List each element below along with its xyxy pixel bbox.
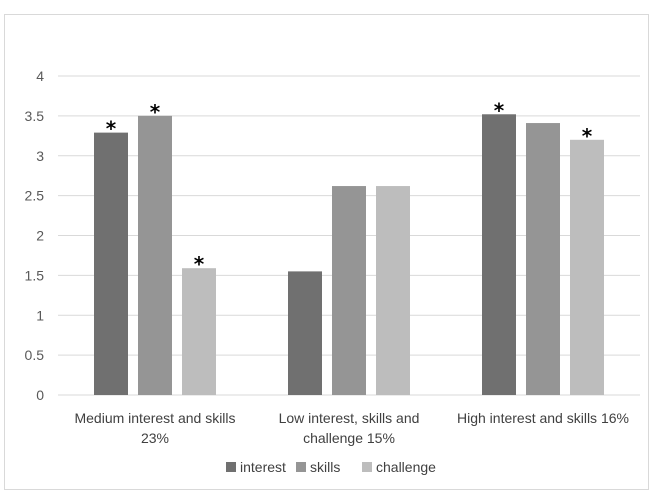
legend-label-skills: skills	[310, 459, 340, 475]
bar-skills	[138, 115, 172, 395]
y-tick-label: 3	[36, 148, 44, 164]
legend-swatch-interest	[226, 462, 236, 472]
y-tick-label: 2	[36, 228, 44, 244]
y-tick-label: 1	[36, 307, 44, 323]
y-tick-label: 2.5	[25, 188, 45, 204]
y-tick-label: 3.5	[25, 108, 45, 124]
x-category-label: Medium interest and skills	[74, 410, 235, 426]
legend-swatch-challenge	[362, 462, 372, 472]
bar-challenge	[570, 139, 604, 395]
significance-star: *	[150, 100, 161, 124]
legend-label-interest: interest	[240, 459, 286, 475]
x-category-label: Low interest, skills and	[279, 410, 420, 426]
x-category-label: 23%	[141, 430, 169, 446]
bar-interest	[288, 271, 322, 395]
significance-star: *	[106, 117, 117, 141]
bar-interest	[94, 132, 128, 395]
significance-markers: * * * * *	[106, 98, 593, 276]
legend-label-challenge: challenge	[376, 459, 436, 475]
y-tick-label: 0.5	[25, 347, 45, 363]
bar-interest	[482, 114, 516, 395]
bar-skills	[526, 123, 560, 396]
y-tick-label: 1.5	[25, 267, 45, 283]
bars	[94, 114, 604, 396]
x-axis-categories: Medium interest and skills 23% Low interes…	[74, 410, 629, 446]
y-tick-label: 0	[36, 387, 44, 403]
bar-challenge	[376, 186, 410, 395]
significance-star: *	[494, 98, 505, 122]
bar-skills	[332, 186, 366, 395]
y-tick-label: 4	[36, 68, 44, 84]
y-axis-ticks: 0 0.5 1 1.5 2 2.5 3 3.5 4	[25, 68, 45, 403]
legend-swatch-skills	[296, 462, 306, 472]
significance-star: *	[194, 252, 205, 276]
x-category-label: High interest and skills 16%	[457, 410, 629, 426]
significance-star: *	[582, 124, 593, 148]
x-category-label: challenge 15%	[303, 430, 395, 446]
legend: interest skills challenge	[226, 459, 436, 475]
bar-challenge	[182, 268, 216, 395]
